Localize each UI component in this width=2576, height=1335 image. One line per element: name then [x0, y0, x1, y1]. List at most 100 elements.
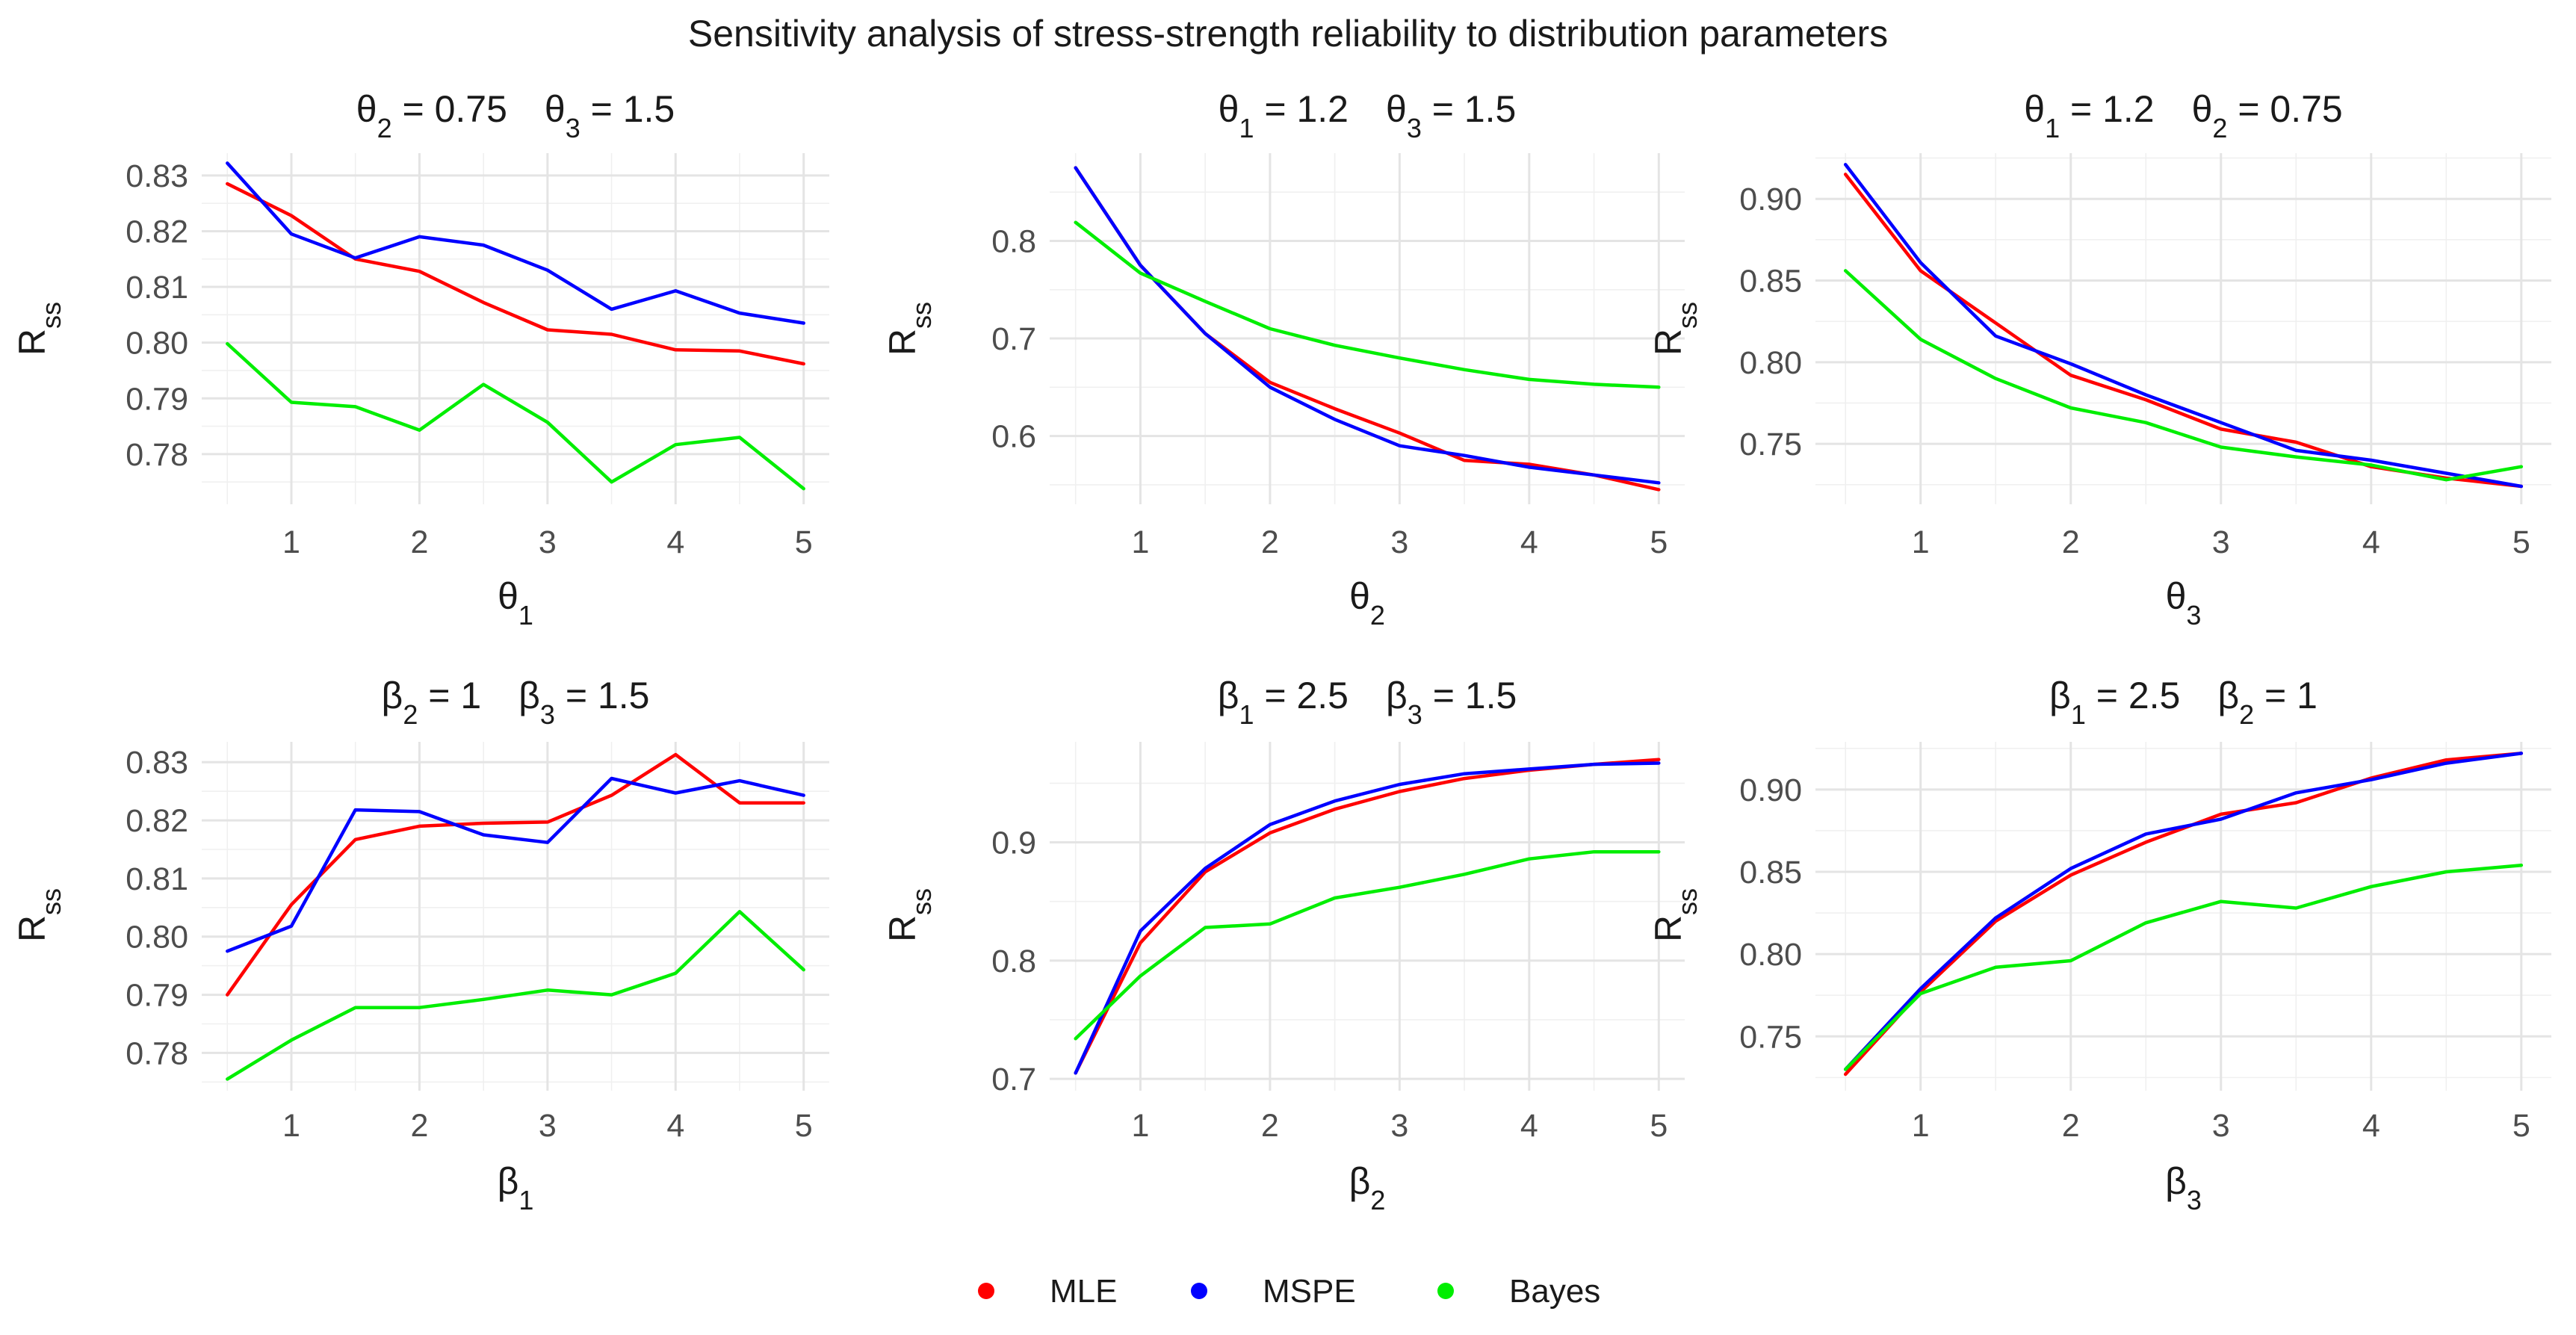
- panel-1: 1 2 3 4 5 0.78 0.79 0.80 0.81 0.82 0.83 θ2 = 0.75 θ…: [11, 88, 829, 631]
- x-tick-label: 3: [2212, 524, 2230, 560]
- x-tick-label: 2: [410, 1108, 428, 1144]
- panel-title: θ1 = 1.2 θ3 = 1.5: [1219, 88, 1517, 143]
- series-line-bayes: [226, 341, 805, 491]
- x-tick-label: 4: [2362, 524, 2380, 560]
- x-tick-label: 2: [1261, 1108, 1279, 1144]
- panel-3: 1 2 3 4 5 0.75 0.80 0.85 0.90 θ1 = 1.2 θ2 = 0.75 θ…: [1647, 88, 2551, 631]
- legend-dot-icon: [978, 1283, 994, 1299]
- x-tick-label: 5: [795, 524, 813, 560]
- panel-title: θ1 = 1.2 θ2 = 0.75: [2024, 88, 2342, 143]
- x-tick-label: 1: [282, 1108, 300, 1144]
- series-line-mle: [226, 752, 805, 997]
- x-tick-label: 4: [1520, 524, 1538, 560]
- y-tick-label: 0.83: [126, 745, 188, 781]
- legend-dot-icon: [1191, 1283, 1207, 1299]
- x-tick-label: 5: [1650, 1108, 1668, 1144]
- series-line-mspe: [226, 776, 805, 953]
- x-axis-label: θ3: [2166, 575, 2202, 631]
- x-tick-label: 3: [539, 524, 557, 560]
- series-line-mspe: [1074, 761, 1661, 1075]
- x-tick-label: 2: [1261, 524, 1279, 560]
- series-line-mle: [1074, 758, 1661, 1075]
- series-line-bayes: [226, 910, 805, 1081]
- x-tick-label: 3: [539, 1108, 557, 1144]
- panel-title: θ2 = 0.75 θ3 = 1.5: [356, 88, 675, 143]
- x-tick-label: 2: [2062, 1108, 2080, 1144]
- y-axis-label: Rss: [1647, 302, 1703, 356]
- series-line-mspe: [1074, 166, 1661, 485]
- x-axis-label: θ2: [1349, 575, 1385, 631]
- panel-title: β2 = 1 β3 = 1.5: [382, 675, 650, 730]
- y-tick-label: 0.90: [1739, 182, 1802, 217]
- y-tick-label: 0.79: [126, 978, 188, 1014]
- x-tick-label: 5: [2512, 524, 2530, 560]
- x-tick-label: 5: [795, 1108, 813, 1144]
- x-tick-label: 5: [2512, 1108, 2530, 1144]
- legend-dot-icon: [1437, 1283, 1454, 1299]
- y-tick-label: 0.7: [991, 1062, 1036, 1097]
- x-tick-label: 5: [1650, 524, 1668, 560]
- y-tick-label: 0.8: [991, 944, 1036, 979]
- y-tick-label: 0.6: [991, 419, 1036, 455]
- y-axis-label: Rss: [11, 888, 66, 942]
- y-tick-label: 0.78: [126, 437, 188, 473]
- y-tick-label: 0.75: [1739, 1019, 1802, 1055]
- y-tick-label: 0.8: [991, 224, 1036, 260]
- x-tick-label: 2: [410, 524, 428, 560]
- series-line-mle: [1843, 173, 2524, 489]
- panel-6: 1 2 3 4 5 0.75 0.80 0.85 0.90 β1 = 2.5 β2 = 1 β3 Rs…: [1647, 675, 2551, 1215]
- x-tick-label: 1: [1912, 1108, 1930, 1144]
- y-tick-label: 0.80: [1739, 345, 1802, 381]
- x-axis-label: θ1: [498, 575, 533, 631]
- y-tick-label: 0.85: [1739, 264, 1802, 300]
- legend-label: Bayes: [1509, 1273, 1600, 1310]
- legend-label: MSPE: [1263, 1273, 1356, 1310]
- y-axis-label: Rss: [11, 302, 66, 356]
- panel-title: β1 = 2.5 β3 = 1.5: [1218, 675, 1517, 730]
- y-tick-label: 0.85: [1739, 855, 1802, 890]
- x-tick-label: 4: [666, 1108, 684, 1144]
- legend-item-mle: MLE: [978, 1273, 1117, 1310]
- x-tick-label: 3: [1390, 1108, 1408, 1144]
- series-line-mle: [1074, 166, 1661, 492]
- y-tick-label: 0.75: [1739, 427, 1802, 462]
- series-line-mle: [226, 182, 805, 366]
- y-tick-label: 0.90: [1739, 772, 1802, 808]
- series-line-bayes: [1074, 220, 1661, 389]
- x-tick-label: 1: [1131, 1108, 1149, 1144]
- panel-4: 1 2 3 4 5 0.78 0.79 0.80 0.81 0.82 0.83 β2 = 1 β3 =…: [11, 675, 829, 1215]
- y-axis-label: Rss: [882, 302, 937, 356]
- series-line-bayes: [1843, 269, 2524, 482]
- legend: MLE MSPE Bayes: [978, 1273, 1600, 1310]
- x-axis-label: β3: [2165, 1160, 2202, 1215]
- y-tick-label: 0.9: [991, 826, 1036, 861]
- panel-title: β1 = 2.5 β2 = 1: [2049, 675, 2318, 730]
- legend-item-mspe: MSPE: [1191, 1273, 1356, 1310]
- x-tick-label: 1: [1912, 524, 1930, 560]
- x-tick-label: 4: [1520, 1108, 1538, 1144]
- y-tick-label: 0.7: [991, 321, 1036, 357]
- y-tick-label: 0.82: [126, 803, 188, 839]
- x-tick-label: 2: [2062, 524, 2080, 560]
- y-tick-label: 0.80: [126, 326, 188, 362]
- series-line-mspe: [226, 161, 805, 325]
- panel-2: 1 2 3 4 5 0.6 0.7 0.8 θ1 = 1.2 θ3 = 1.5 θ2 Rss: [882, 88, 1685, 631]
- y-tick-label: 0.81: [126, 861, 188, 897]
- x-tick-label: 1: [282, 524, 300, 560]
- x-tick-label: 1: [1131, 524, 1149, 560]
- legend-item-bayes: Bayes: [1437, 1273, 1600, 1310]
- x-tick-label: 4: [666, 524, 684, 560]
- y-tick-label: 0.78: [126, 1035, 188, 1071]
- y-tick-label: 0.80: [1739, 937, 1802, 973]
- x-axis-label: β1: [498, 1160, 534, 1215]
- y-tick-label: 0.80: [126, 920, 188, 955]
- panel-5: 1 2 3 4 5 0.7 0.8 0.9 β1 = 2.5 β3 = 1.5 β2 Rss: [882, 675, 1685, 1215]
- series-line-bayes: [1074, 849, 1661, 1041]
- y-axis-label: Rss: [1647, 888, 1703, 942]
- y-tick-label: 0.83: [126, 158, 188, 194]
- y-tick-label: 0.79: [126, 381, 188, 417]
- legend-label: MLE: [1050, 1273, 1117, 1310]
- chart-title: Sensitivity analysis of stress-strength …: [688, 13, 1888, 55]
